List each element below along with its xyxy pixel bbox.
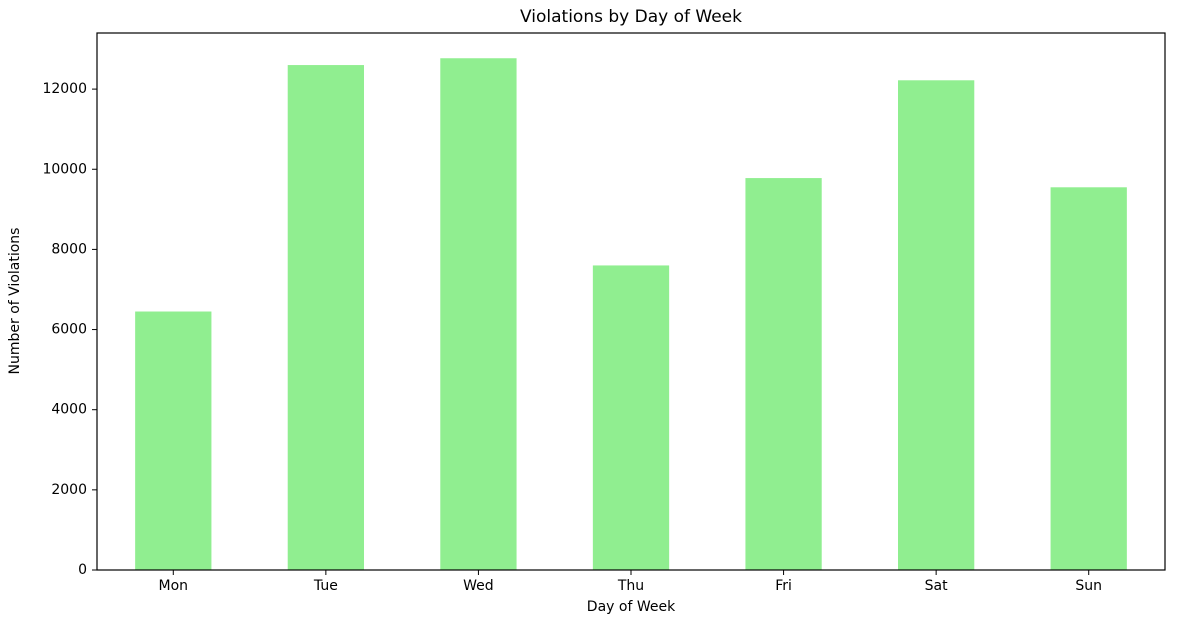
y-tick-label: 12000	[42, 81, 87, 97]
chart-title: Violations by Day of Week	[520, 7, 742, 27]
x-tick-label: Fri	[775, 578, 792, 594]
y-tick-label: 2000	[51, 482, 87, 498]
bar	[135, 311, 212, 570]
y-tick-label: 4000	[51, 402, 87, 418]
x-tick-label: Wed	[463, 578, 494, 594]
x-tick-label: Sat	[925, 578, 948, 594]
x-tick-label: Sun	[1075, 578, 1102, 594]
y-tick-label: 8000	[51, 241, 87, 257]
bar	[898, 80, 975, 571]
y-axis-label: Number of Violations	[7, 228, 23, 375]
bar	[592, 265, 670, 570]
x-tick-label: Mon	[159, 578, 189, 594]
bar	[287, 65, 364, 571]
x-tick-label: Tue	[313, 578, 338, 594]
x-tick-label: Thu	[617, 578, 644, 594]
bar	[1050, 187, 1127, 571]
bar	[745, 178, 822, 571]
bar	[440, 58, 517, 571]
y-tick-label: 0	[78, 562, 87, 578]
y-tick-label: 10000	[42, 161, 87, 177]
y-tick-label: 6000	[51, 322, 87, 338]
plot-frame	[96, 32, 1166, 571]
x-axis-label: Day of Week	[587, 599, 676, 615]
